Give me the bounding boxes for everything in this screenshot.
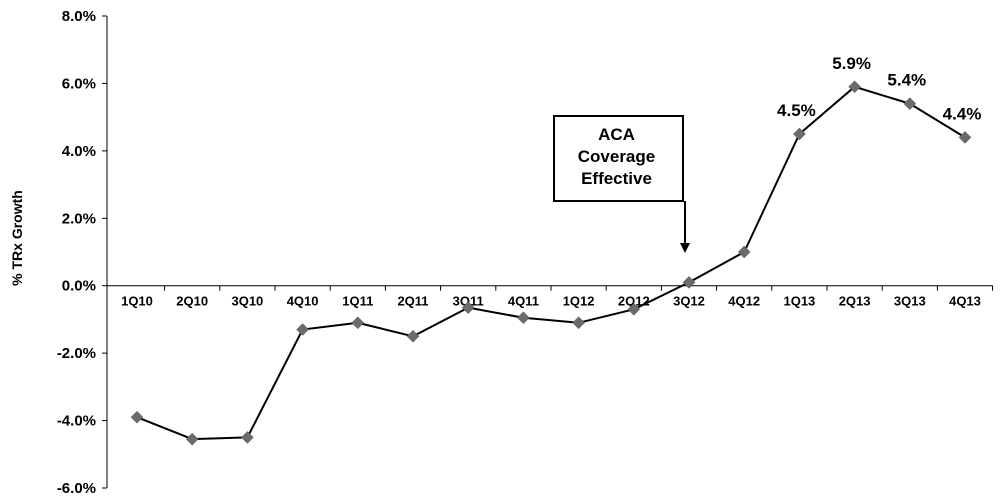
- data-point: [572, 316, 585, 330]
- annotation-text: Effective: [581, 169, 652, 188]
- data-point: [241, 431, 254, 444]
- y-tick-label: -6.0%: [57, 480, 96, 497]
- x-tick-label: 3Q12: [673, 294, 705, 309]
- x-tick-label: 3Q11: [453, 294, 484, 309]
- data-point: [130, 410, 144, 424]
- x-tick-label: 2Q13: [839, 294, 871, 309]
- x-tick-label: 1Q13: [783, 294, 815, 309]
- y-axis-label: % TRx Growth: [9, 190, 25, 286]
- data-point: [296, 323, 309, 336]
- data-point: [351, 316, 365, 330]
- data-point: [737, 245, 751, 259]
- data-label: 5.9%: [832, 54, 871, 73]
- y-tick-label: 0.0%: [62, 278, 96, 295]
- x-tick-label: 1Q10: [121, 294, 153, 309]
- annotation-text: Coverage: [578, 147, 655, 166]
- data-point: [682, 275, 696, 289]
- annotation-text: ACA: [598, 125, 635, 144]
- y-tick-label: 6.0%: [62, 75, 96, 92]
- y-tick-label: 8.0%: [62, 8, 96, 25]
- y-tick-label: -2.0%: [57, 345, 96, 362]
- data-point: [517, 311, 530, 325]
- x-tick-label: 4Q13: [949, 294, 981, 309]
- data-point: [958, 131, 972, 144]
- data-point: [627, 302, 641, 316]
- data-labels: 4.5% 5.9% 5.4% 4.4%: [777, 54, 981, 124]
- series: [130, 80, 972, 446]
- y-tick-label: 4.0%: [62, 143, 96, 160]
- x-tick-label: 4Q11: [508, 294, 539, 309]
- data-point: [185, 432, 199, 446]
- data-label: 4.4%: [943, 104, 982, 123]
- data-point: [793, 127, 806, 141]
- annotation-box: [553, 115, 684, 202]
- series-line: [136, 85, 966, 441]
- data-point: [848, 80, 861, 94]
- x-tick-label: 4Q12: [728, 294, 760, 309]
- x-tick-label: 1Q12: [563, 294, 595, 309]
- data-point: [903, 97, 917, 111]
- data-point: [461, 301, 475, 314]
- tick-labels: 8.0% 6.0% 4.0% 2.0% 0.0% -2.0% -4.0% -6.0% 1Q10 2…: [57, 8, 981, 497]
- y-tick-label: -4.0%: [57, 413, 96, 430]
- annotation: ACA Coverage Effective: [553, 115, 690, 253]
- x-tick-label: 2Q11: [397, 294, 428, 309]
- x-tick-label: 4Q10: [287, 294, 319, 309]
- y-tick-label: 2.0%: [62, 210, 96, 227]
- x-tick-label: 3Q13: [894, 294, 926, 309]
- data-point: [406, 329, 420, 343]
- x-tick-label: 3Q10: [231, 294, 263, 309]
- data-label: 4.5%: [777, 101, 816, 120]
- data-label: 5.4%: [887, 71, 926, 90]
- axes: [102, 15, 994, 489]
- x-tick-label: 2Q10: [176, 294, 208, 309]
- x-tick-label: 1Q11: [342, 294, 373, 309]
- annotation-arrow-head: [680, 243, 690, 253]
